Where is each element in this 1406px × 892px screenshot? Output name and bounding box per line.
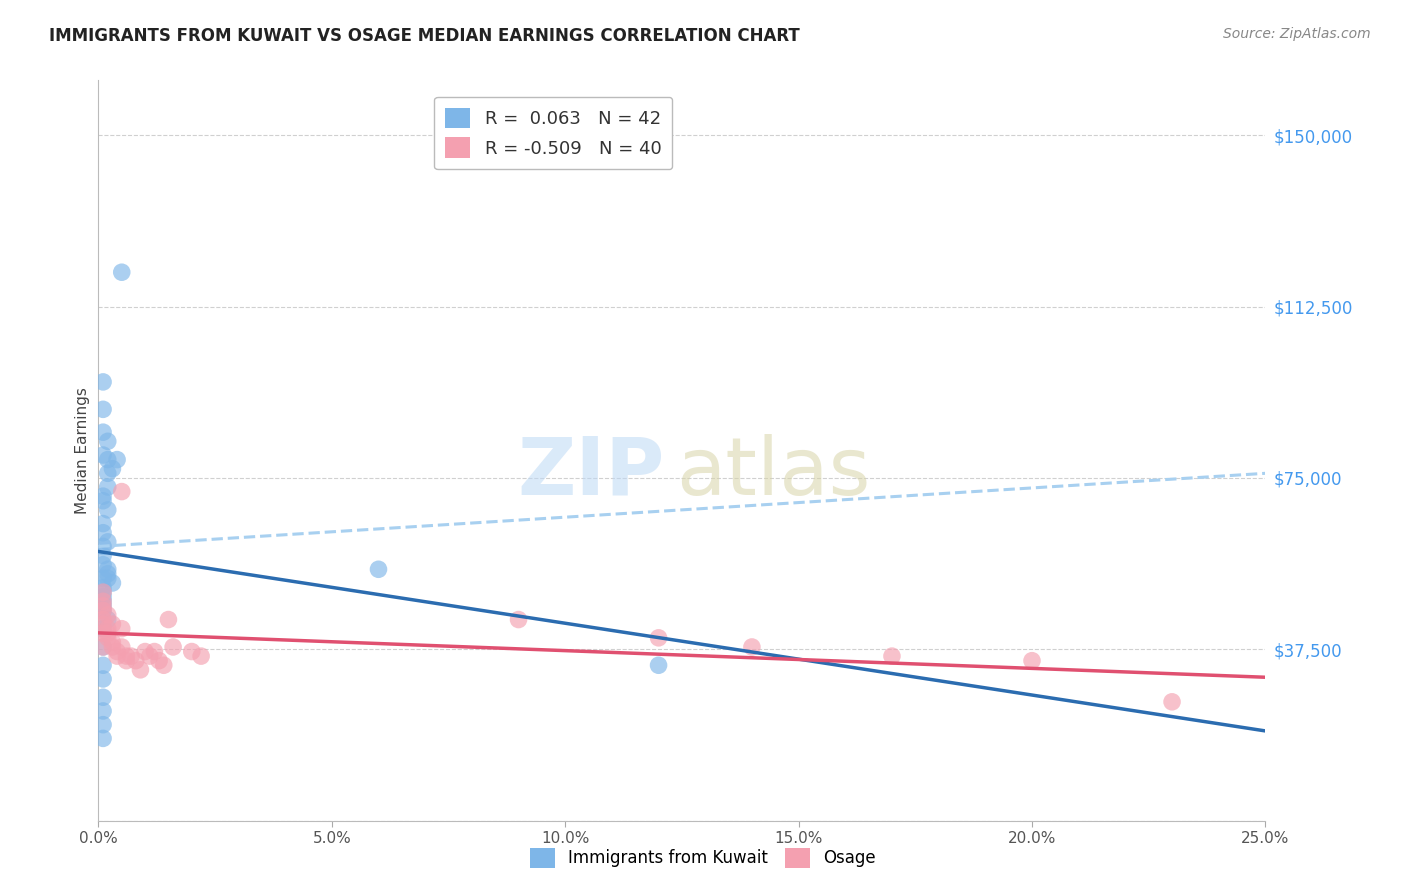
Point [97,534,120,549]
Point [508,613,530,627]
Point [91,448,114,462]
Point [180,644,202,658]
Point [125,654,148,668]
Point [91,599,114,613]
Point [91,690,114,705]
Point [741,640,763,654]
Point [162,640,184,654]
Point [111,484,134,499]
Point [97,467,120,481]
Point [91,516,114,531]
Point [367,562,389,576]
Point [91,581,114,595]
Point [139,649,162,664]
Point [115,649,138,664]
Point [91,626,114,640]
Point [91,493,114,508]
Point [97,571,120,585]
Point [97,452,120,467]
Point [111,265,134,279]
Point [91,640,114,654]
Point [97,562,120,576]
Point [91,375,114,389]
Point [91,489,114,503]
Point [91,594,114,608]
Text: ZIP: ZIP [517,434,665,512]
Text: Source: ZipAtlas.com: Source: ZipAtlas.com [1223,27,1371,41]
Point [1021,654,1043,668]
Point [105,649,128,664]
Point [101,640,124,654]
Point [129,663,152,677]
Point [91,731,114,746]
Point [115,654,138,668]
Point [91,704,114,718]
Point [101,617,124,632]
Point [148,654,170,668]
Point [111,640,134,654]
Point [97,503,120,517]
Point [91,540,114,554]
Point [111,622,134,636]
Point [134,644,156,658]
Y-axis label: Median Earnings: Median Earnings [75,387,90,514]
Text: IMMIGRANTS FROM KUWAIT VS OSAGE MEDIAN EARNINGS CORRELATION CHART: IMMIGRANTS FROM KUWAIT VS OSAGE MEDIAN E… [49,27,800,45]
Point [91,599,114,613]
Point [97,607,120,622]
Legend: Immigrants from Kuwait, Osage: Immigrants from Kuwait, Osage [523,841,883,875]
Point [101,635,124,649]
Point [91,549,114,563]
Point [91,594,114,608]
Text: atlas: atlas [676,434,870,512]
Legend: R =  0.063   N = 42, R = -0.509   N = 40: R = 0.063 N = 42, R = -0.509 N = 40 [434,96,672,169]
Point [91,717,114,731]
Point [647,631,669,645]
Point [91,525,114,540]
Point [101,461,124,475]
Point [1161,695,1184,709]
Point [97,434,120,449]
Point [91,402,114,417]
Point [91,603,114,617]
Point [91,571,114,585]
Point [97,566,120,581]
Point [91,585,114,599]
Point [105,452,128,467]
Point [91,622,114,636]
Point [120,649,142,664]
Point [152,658,174,673]
Point [91,585,114,599]
Point [143,644,166,658]
Point [91,658,114,673]
Point [157,613,180,627]
Point [97,480,120,494]
Point [97,631,120,645]
Point [91,558,114,572]
Point [105,644,128,658]
Point [91,617,114,632]
Point [91,640,114,654]
Point [91,590,114,604]
Point [91,425,114,440]
Point [91,603,114,617]
Point [91,672,114,686]
Point [190,649,212,664]
Point [97,613,120,627]
Point [101,576,124,591]
Point [97,622,120,636]
Point [97,626,120,640]
Point [647,658,669,673]
Point [91,613,114,627]
Point [880,649,903,664]
